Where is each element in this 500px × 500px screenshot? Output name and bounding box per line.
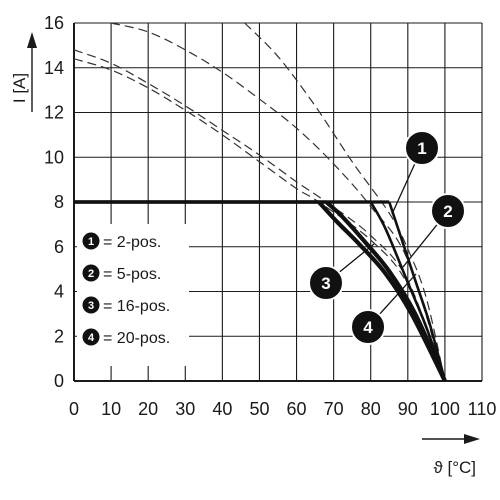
series-1-max-line	[110, 23, 446, 381]
y-tick-label-12: 12	[44, 103, 64, 123]
x-tick-label-60: 60	[287, 399, 307, 419]
y-tick-label-14: 14	[44, 58, 64, 78]
x-tick-label-50: 50	[249, 399, 269, 419]
callout-1-number: 1	[417, 139, 426, 158]
y-tick-label-0: 0	[54, 371, 64, 391]
callout-4-number: 4	[363, 318, 373, 337]
y-tick-label-8: 8	[54, 192, 64, 212]
legend-2-number: 2	[88, 268, 94, 280]
x-axis-title: ϑ [°C]	[433, 458, 476, 477]
x-tick-label-90: 90	[398, 399, 418, 419]
x-tick-label-100: 100	[430, 399, 460, 419]
series-4-max-line	[74, 58, 446, 381]
legend-1-label: = 2-pos.	[103, 234, 161, 251]
x-tick-label-40: 40	[212, 399, 232, 419]
y-axis-title: I [A]	[10, 73, 29, 103]
x-tick-label-80: 80	[361, 399, 381, 419]
x-axis-title-group: ϑ [°C]	[422, 434, 480, 477]
y-tick-label-16: 16	[44, 13, 64, 33]
legend-4-number: 4	[88, 332, 95, 344]
series-3-max-line	[74, 49, 446, 381]
x-tick-label-0: 0	[69, 399, 79, 419]
y-tick-label-6: 6	[54, 237, 64, 257]
x-axis-arrowhead	[464, 434, 480, 444]
legend-4-label: = 20-pos.	[103, 330, 170, 347]
y-tick-label-10: 10	[44, 147, 64, 167]
legend-3-label: = 16-pos.	[103, 298, 170, 315]
y-tick-label-2: 2	[54, 326, 64, 346]
x-tick-label-10: 10	[101, 399, 121, 419]
callout-3-badge	[308, 265, 344, 301]
x-tick-label-30: 30	[175, 399, 195, 419]
callout-1-badge	[404, 130, 440, 166]
x-tick-label-110: 110	[468, 399, 497, 419]
legend-3-badge	[82, 296, 100, 314]
callout-3-number: 3	[321, 274, 330, 293]
x-tick-label-70: 70	[324, 399, 344, 419]
legend-2-label: = 5-pos.	[103, 266, 161, 283]
legend-1-number: 1	[88, 236, 94, 248]
callouts: 1 2 3 4	[308, 130, 466, 345]
series-2-max-line	[244, 23, 446, 381]
legend-1-badge	[82, 232, 100, 250]
series-3-derating-line	[324, 200, 447, 381]
y-axis-arrowhead	[27, 32, 37, 48]
y-axis-title-group: I [A]	[10, 32, 37, 112]
callout-4-badge	[350, 309, 386, 345]
series-1-derating-line	[388, 201, 447, 381]
y-tick-label-4: 4	[54, 282, 64, 302]
callout-2-badge	[430, 193, 466, 229]
callout-2-number: 2	[443, 202, 452, 221]
x-tick-label-20: 20	[138, 399, 158, 419]
series-4-derating-line	[317, 200, 447, 381]
legend-3-number: 3	[88, 300, 94, 312]
legend: 1 = 2-pos. 2 = 5-pos. 3 = 16-pos. 4 = 20-pos.	[77, 224, 189, 366]
legend-4-badge	[82, 328, 100, 346]
legend-2-badge	[82, 264, 100, 282]
